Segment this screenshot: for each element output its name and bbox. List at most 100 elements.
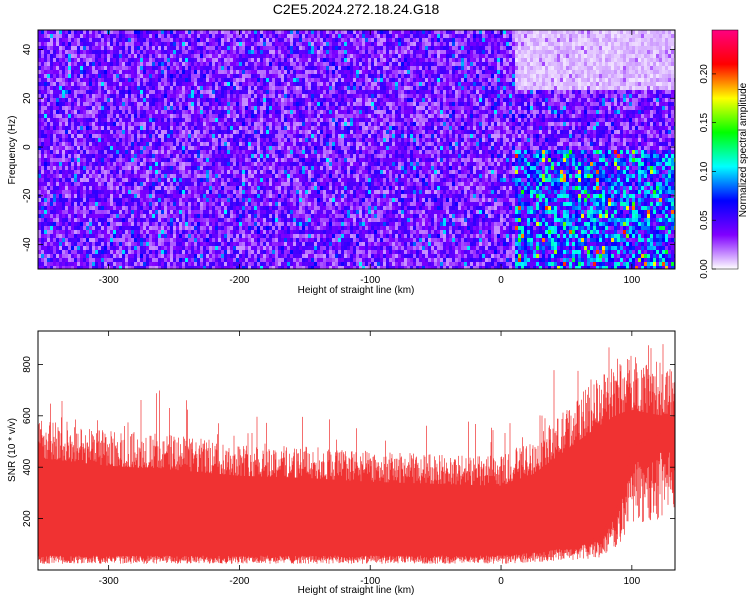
spectrogram-cell xyxy=(263,86,267,91)
spectrogram-cell xyxy=(95,38,99,43)
spectrogram-cell xyxy=(152,46,156,51)
spectrogram-cell xyxy=(44,126,48,131)
spectrogram-cell xyxy=(176,254,180,259)
spectrogram-cell xyxy=(104,218,108,223)
spectrogram-cell xyxy=(41,86,45,91)
spectrogram-cell xyxy=(170,234,174,239)
spectrogram-cell xyxy=(62,70,66,75)
spectrogram-cell xyxy=(161,146,165,151)
spectrogram-cell xyxy=(251,62,255,67)
spectrogram-cell xyxy=(251,174,255,179)
spectrogram-cell xyxy=(68,110,72,115)
spectrogram-cell xyxy=(227,34,231,39)
spectrogram-cell xyxy=(206,194,210,199)
spectrogram-cell xyxy=(155,94,159,99)
spectrogram-cell xyxy=(107,150,111,155)
spectrogram-cell xyxy=(257,218,261,223)
spectrogram-cell xyxy=(95,74,99,79)
spectrogram-cell xyxy=(71,138,75,143)
spectrogram-cell xyxy=(95,162,99,167)
spectrogram-cell xyxy=(203,82,207,87)
spectrogram-cell xyxy=(179,218,183,223)
spectrogram-cell xyxy=(65,130,69,135)
spectrogram-cell xyxy=(173,30,177,35)
spectrogram-cell xyxy=(263,206,267,211)
spectrogram-cell xyxy=(176,218,180,223)
spectrogram-cell xyxy=(65,62,69,67)
spectrogram-cell xyxy=(137,242,141,247)
spectrogram-cell xyxy=(284,202,288,207)
spectrogram-cell xyxy=(80,50,84,55)
spectrogram-cell xyxy=(122,194,126,199)
spectrogram-cell xyxy=(59,166,63,171)
spectrogram-cell xyxy=(188,154,192,159)
spectrogram-cell xyxy=(164,86,168,91)
spectrogram-cell xyxy=(53,50,57,55)
spectrogram-cell xyxy=(149,154,153,159)
spectrogram-cell xyxy=(203,202,207,207)
spectrogram-cell xyxy=(248,206,252,211)
spectrogram-cell xyxy=(206,130,210,135)
spectrogram-cell xyxy=(257,58,261,63)
spectrogram-cell xyxy=(92,74,96,79)
spectrogram-cell xyxy=(182,194,186,199)
spectrogram-cell xyxy=(137,78,141,83)
spectrogram-cell xyxy=(56,210,60,215)
spectrogram-cell xyxy=(140,134,144,139)
spectrogram-cell xyxy=(212,174,216,179)
spectrogram-cell xyxy=(212,94,216,99)
spectrogram-cell xyxy=(68,226,72,231)
spectrogram-cell xyxy=(98,38,102,43)
spectrogram-cell xyxy=(47,166,51,171)
spectrogram-cell xyxy=(248,42,252,47)
spectrogram-cell xyxy=(74,126,78,131)
spectrogram-cell xyxy=(200,126,204,131)
spectrogram-cell xyxy=(218,230,222,235)
spectrogram-cell xyxy=(101,74,105,79)
spectrogram-cell xyxy=(68,34,72,39)
spectrogram-cell xyxy=(68,198,72,203)
spectrogram-cell xyxy=(263,66,267,71)
spectrogram-cell xyxy=(191,206,195,211)
spectrogram-cell xyxy=(44,90,48,95)
spectrogram-cell xyxy=(242,106,246,111)
spectrogram-cell xyxy=(236,190,240,195)
spectrogram-cell xyxy=(275,198,279,203)
spectrogram-cell xyxy=(224,134,228,139)
spectrogram-cell xyxy=(47,198,51,203)
spectrogram-cell xyxy=(272,178,276,183)
spectrogram-cell xyxy=(209,258,213,263)
spectrogram-cell xyxy=(269,50,273,55)
spectrogram-cell xyxy=(257,166,261,171)
spectrogram-cell xyxy=(86,238,90,243)
spectrogram-cell xyxy=(152,38,156,43)
spectrogram-cell xyxy=(56,34,60,39)
spectrogram-cell xyxy=(98,62,102,67)
spectrogram-cell xyxy=(239,142,243,147)
spectrogram-cell xyxy=(263,182,267,187)
spectrogram-cell xyxy=(158,34,162,39)
spectrogram-cell xyxy=(263,238,267,243)
spectrogram-cell xyxy=(218,110,222,115)
spectrogram-cell xyxy=(68,242,72,247)
spectrogram-cell xyxy=(53,194,57,199)
spectrogram-cell xyxy=(104,90,108,95)
spectrogram-cell xyxy=(191,158,195,163)
spectrogram-cell xyxy=(38,142,42,147)
spectrogram-cell xyxy=(281,178,285,183)
spectrogram-cell xyxy=(38,66,42,71)
spectrogram-cell xyxy=(134,206,138,211)
spectrogram-cell xyxy=(224,174,228,179)
spectrogram-cell xyxy=(107,230,111,235)
spectrogram-cell xyxy=(185,110,189,115)
spectrogram-cell xyxy=(149,198,153,203)
spectrogram-cell xyxy=(149,146,153,151)
spectrogram-cell xyxy=(191,238,195,243)
spectrogram-cell xyxy=(44,202,48,207)
spectrogram-cell xyxy=(170,50,174,55)
spectrogram-cell xyxy=(95,98,99,103)
spectrogram-cell xyxy=(251,34,255,39)
spectrogram-cell xyxy=(125,102,129,107)
spectrogram-cell xyxy=(98,174,102,179)
spectrogram-cell xyxy=(272,214,276,219)
